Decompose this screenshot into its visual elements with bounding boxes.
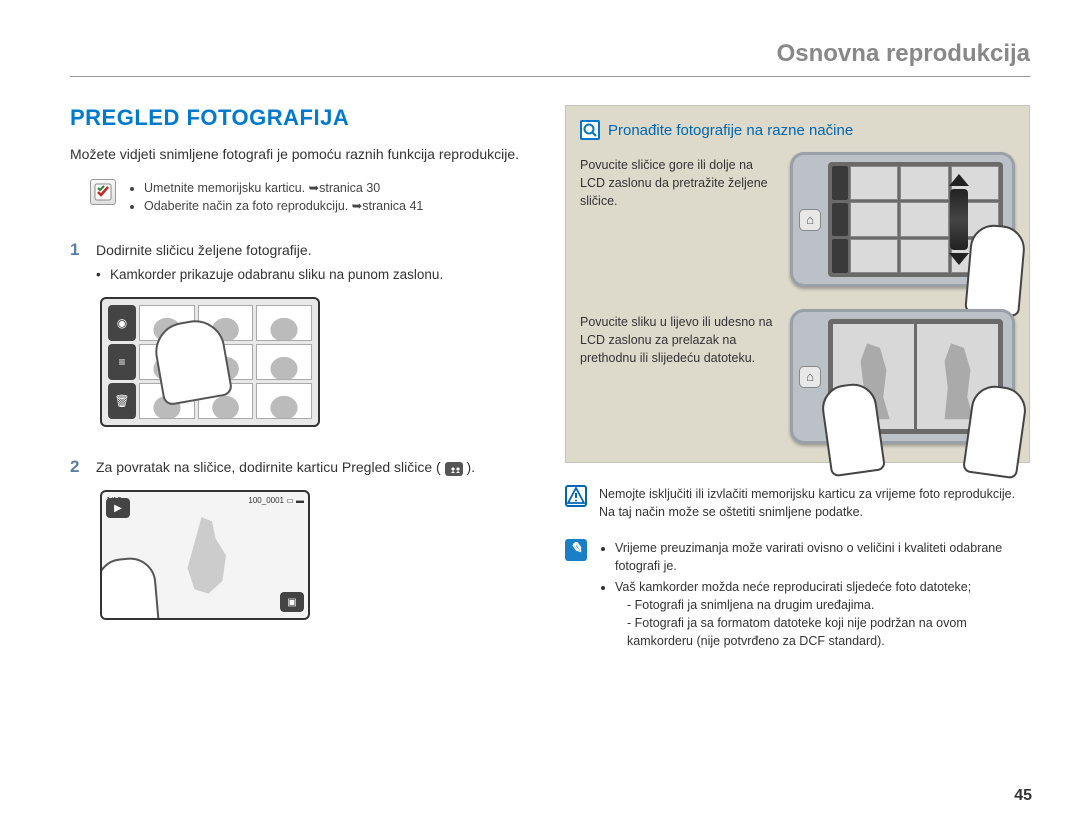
warning-text: Nemojte isključiti ili izvlačiti memorij… bbox=[599, 485, 1030, 521]
step-2: 2 Za povratak na sličice, dodirnite kart… bbox=[70, 457, 535, 478]
device-illustration-swipe: ⌂ bbox=[790, 309, 1015, 444]
step-1: 1 Dodirnite sličicu željene fotografije.… bbox=[70, 240, 535, 285]
warning-note: Nemojte isključiti ili izvlačiti memorij… bbox=[565, 485, 1030, 521]
step-text: Dodirnite sličicu željene fotografije. bbox=[96, 240, 535, 261]
illustration-fullscreen-photo: 1/12100_0001 ▭ ▬ ▶ MENU ▣ bbox=[100, 490, 535, 620]
step-subtext: Kamkorder prikazuje odabranu sliku na pu… bbox=[96, 265, 535, 285]
home-icon: ⌂ bbox=[799, 366, 821, 388]
thumbnail-grid-icon bbox=[445, 462, 463, 476]
note-item: Vaš kamkorder možda neće reproducirati s… bbox=[615, 578, 1030, 651]
prerequisite-block: Umetnite memorijsku karticu. ➥stranica 3… bbox=[90, 179, 535, 217]
slideshow-icon: ▣ bbox=[280, 592, 304, 612]
note-item: Vrijeme preuzimanja može varirati ovisno… bbox=[615, 539, 1030, 575]
info-tip-text: Povucite sliku u lijevo ili udesno na LC… bbox=[580, 309, 776, 367]
right-column: Pronađite fotografije na razne načine Po… bbox=[565, 105, 1030, 670]
step-text: Za povratak na sličice, dodirnite kartic… bbox=[96, 459, 445, 475]
page-header: Osnovna reprodukcija bbox=[70, 40, 1030, 77]
info-tip-text: Povucite sličice gore ili dolje na LCD z… bbox=[580, 152, 776, 210]
warning-icon bbox=[565, 485, 587, 507]
hand-pointer-icon bbox=[100, 556, 160, 620]
note-subitem: - Fotografi ja sa formatom datoteke koji… bbox=[615, 614, 1030, 650]
note-subitem: - Fotografi ja snimljena na drugim uređa… bbox=[615, 596, 1030, 614]
step-number: 1 bbox=[70, 240, 84, 285]
info-box-title: Pronađite fotografije na razne načine bbox=[608, 122, 853, 139]
left-column: PREGLED FOTOGRAFIJA Možete vidjeti sniml… bbox=[70, 105, 535, 670]
note-icon: ✎ bbox=[565, 539, 587, 561]
page-number: 45 bbox=[1014, 787, 1032, 805]
list-icon: ≡ bbox=[108, 344, 136, 380]
checklist-icon bbox=[90, 179, 116, 205]
prereq-item: Umetnite memorijsku karticu. ➥stranica 3… bbox=[144, 179, 423, 198]
trash-icon: 🗑 bbox=[108, 383, 136, 419]
illustration-thumbnail-grid: ◉ ≡ 🗑 bbox=[100, 297, 535, 427]
two-column-layout: PREGLED FOTOGRAFIJA Možete vidjeti sniml… bbox=[70, 105, 1030, 670]
step-text: ). bbox=[466, 459, 475, 475]
play-icon: ▶ bbox=[106, 498, 130, 518]
magnifier-icon bbox=[580, 120, 600, 140]
device-illustration-scroll: ⌂ bbox=[790, 152, 1015, 287]
info-box: Pronađite fotografije na razne načine Po… bbox=[565, 105, 1030, 463]
hand-pointer-icon bbox=[964, 223, 1027, 317]
tip-note: ✎ Vrijeme preuzimanja može varirati ovis… bbox=[565, 539, 1030, 652]
home-icon: ⌂ bbox=[799, 209, 821, 231]
step-number: 2 bbox=[70, 457, 84, 478]
intro-text: Možete vidjeti snimljene fotografi je po… bbox=[70, 145, 535, 165]
section-title: PREGLED FOTOGRAFIJA bbox=[70, 105, 535, 131]
camera-icon: ◉ bbox=[108, 305, 136, 341]
prereq-item: Odaberite način za foto reprodukciju. ➥s… bbox=[144, 197, 423, 216]
